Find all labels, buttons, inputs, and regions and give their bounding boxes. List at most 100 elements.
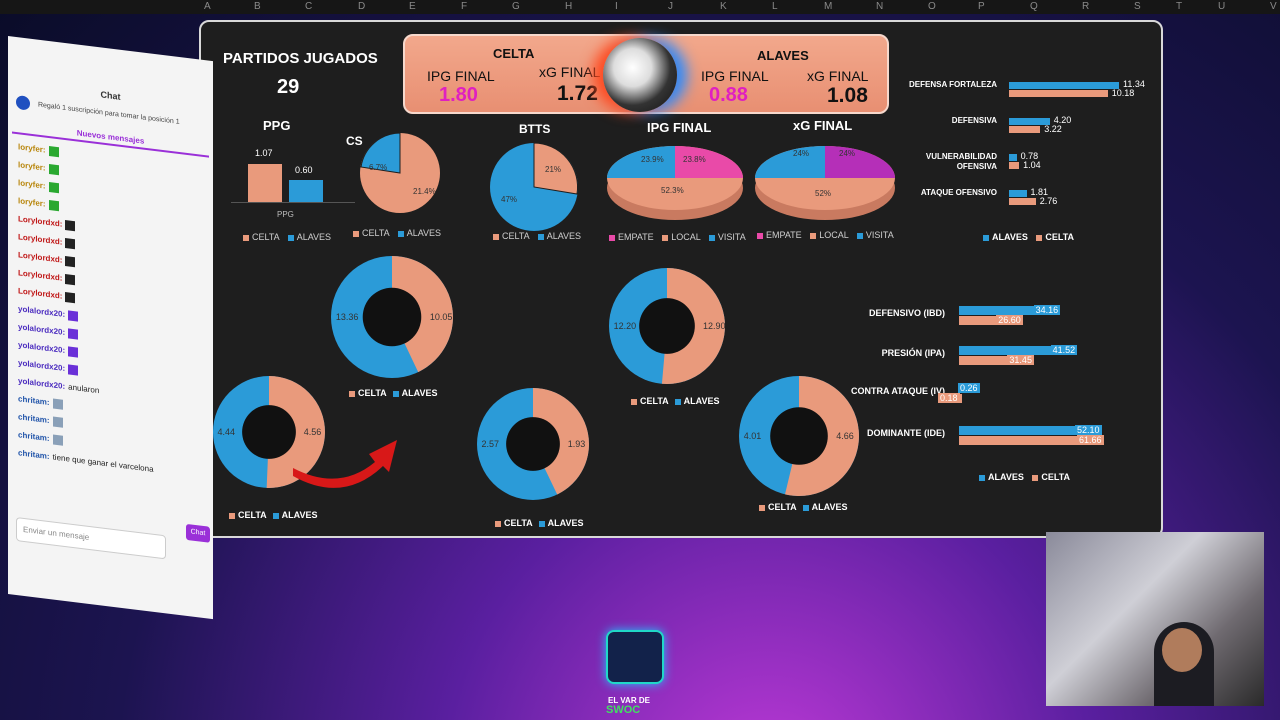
chat-username[interactable]: Lorylordxd: — [18, 250, 63, 265]
column-letter[interactable]: N — [876, 1, 884, 12]
btts-pie: 21% 47% — [490, 142, 579, 231]
svg-text:24%: 24% — [793, 149, 809, 158]
rates-value-celta: 2.76 — [1039, 196, 1058, 206]
column-letter[interactable]: T — [1176, 1, 1183, 12]
logo-line2: SWOC — [606, 704, 641, 716]
emote-icon — [48, 181, 59, 194]
style-index-bar-celta — [959, 356, 1032, 365]
column-letter[interactable]: M — [824, 1, 833, 12]
chat-username[interactable]: chritam: — [18, 448, 50, 462]
emote-icon — [52, 434, 63, 446]
rates-bar-alaves — [1009, 190, 1027, 197]
column-letter[interactable]: I — [615, 1, 618, 12]
column-letter[interactable]: U — [1218, 1, 1226, 12]
donut-chart: 12.90 12.20 — [609, 268, 726, 384]
chat-username[interactable]: loryfer: — [18, 142, 46, 155]
donut-value-celta: 1.93 — [568, 439, 586, 449]
column-letter[interactable]: A — [204, 1, 211, 12]
rates-row-label: VULNERABILIDAD OFENSIVA — [925, 152, 997, 171]
donut-value-celta: 4.56 — [304, 427, 322, 437]
donut-legend: CELTA ALAVES — [753, 502, 848, 512]
svg-text:52.3%: 52.3% — [661, 186, 684, 195]
chat-username[interactable]: loryfer: — [18, 178, 46, 191]
column-letter[interactable]: O — [928, 1, 936, 12]
column-letter[interactable]: K — [720, 1, 727, 12]
away-ipg-label: IPG FINAL — [701, 68, 769, 84]
away-xg-value: 1.08 — [827, 84, 868, 107]
emote-icon — [65, 219, 76, 232]
chat-message-list: loryfer: loryfer: loryfer: loryfer: Lorylord… — [8, 137, 213, 486]
column-letter[interactable]: H — [565, 1, 573, 12]
donut-chart: 10.05 13.36 — [331, 256, 453, 378]
style-index-row-label: CONTRA ATAQUE (IV) — [851, 386, 945, 396]
btts-label-alaves: 47% — [501, 195, 517, 204]
style-index-bar-celta — [959, 436, 1101, 445]
emote-icon — [68, 346, 79, 358]
cs-title: CS — [346, 134, 363, 148]
column-letter[interactable]: D — [358, 1, 366, 12]
rates-value-alaves: 4.20 — [1053, 115, 1072, 125]
column-letter[interactable]: R — [1082, 1, 1090, 12]
rates-value-celta: 10.18 — [1111, 88, 1135, 98]
chat-username[interactable]: loryfer: — [18, 160, 46, 173]
chat-username[interactable]: Lorylordxd: — [18, 214, 63, 229]
chat-username[interactable]: loryfer: — [18, 196, 46, 209]
chat-username[interactable]: chritam: — [18, 394, 50, 408]
chat-username[interactable]: yolalordx20: — [18, 376, 66, 392]
rates-value-alaves: 0.78 — [1020, 151, 1039, 161]
rates-bar-alaves — [1009, 154, 1017, 161]
chat-send-button[interactable]: Chat — [186, 523, 210, 543]
chat-username[interactable]: yolalordx20: — [18, 358, 66, 374]
style-index-value-alaves: 0.26 — [958, 383, 980, 393]
chat-username[interactable]: chritam: — [18, 412, 50, 426]
style-index-value-celta: 61.66 — [1077, 435, 1104, 445]
rates-legend: ALAVES CELTA — [977, 232, 1074, 242]
column-letter[interactable]: P — [978, 1, 985, 12]
chat-input[interactable]: Enviar un mensaje — [16, 516, 166, 560]
rates-value-celta: 3.22 — [1044, 124, 1062, 134]
away-team-name: ALAVES — [757, 48, 809, 63]
column-letter[interactable]: F — [461, 1, 468, 12]
donut-chart: 1.93 2.57 — [477, 388, 589, 500]
home-ipg-value: 1.80 — [439, 84, 478, 106]
chat-username[interactable]: Lorylordxd: — [18, 286, 63, 301]
column-letter[interactable]: V — [1270, 1, 1277, 12]
svg-text:52%: 52% — [815, 189, 831, 198]
style-index-row-label: DEFENSIVO (IBD) — [868, 308, 945, 318]
column-letter[interactable]: J — [668, 1, 673, 12]
column-letter[interactable]: B — [254, 1, 261, 12]
emote-icon — [52, 398, 63, 410]
donut-legend: CELTA ALAVES — [223, 510, 318, 520]
column-letter[interactable]: G — [512, 1, 520, 12]
emote-icon — [48, 199, 59, 212]
ppg-axis — [231, 202, 355, 203]
rates-row-label: DEFENSIVA — [951, 116, 997, 125]
rates-bar-celta — [1009, 90, 1108, 97]
column-letter[interactable]: L — [772, 1, 778, 12]
style-index-bar-celta — [959, 316, 1021, 325]
chat-username[interactable]: Lorylordxd: — [18, 232, 63, 247]
style-index-bar-alaves — [959, 306, 1038, 315]
column-letter[interactable]: C — [305, 1, 313, 12]
svg-text:23.9%: 23.9% — [641, 155, 664, 164]
ipg-pie-legend: EMPATE LOCAL VISITA — [603, 232, 746, 242]
chat-username[interactable]: yolalordx20: — [18, 340, 66, 356]
chat-text: anularon — [68, 382, 100, 396]
chat-username[interactable]: chritam: — [18, 430, 50, 444]
ipg-pie: 23.9% 23.8% 52.3% — [607, 146, 743, 220]
column-letter[interactable]: E — [409, 1, 416, 12]
column-letter[interactable]: Q — [1030, 1, 1038, 12]
ppg-title: PPG — [263, 118, 291, 133]
chat-username[interactable]: yolalordx20: — [18, 304, 66, 320]
column-letter[interactable]: S — [1134, 1, 1141, 12]
donut-value-alaves: 13.36 — [336, 312, 359, 322]
chat-username[interactable]: Lorylordxd: — [18, 268, 63, 283]
rates-bar-celta — [1009, 198, 1036, 205]
emote-icon — [52, 416, 63, 428]
xg-pie-title: xG FINAL — [793, 118, 853, 133]
logo-line1: EL VAR DE — [608, 696, 650, 705]
donut-value-celta: 12.90 — [703, 321, 726, 331]
chat-username[interactable]: yolalordx20: — [18, 322, 66, 338]
red-arrow-icon — [293, 440, 397, 488]
monitor-icon — [606, 630, 664, 684]
